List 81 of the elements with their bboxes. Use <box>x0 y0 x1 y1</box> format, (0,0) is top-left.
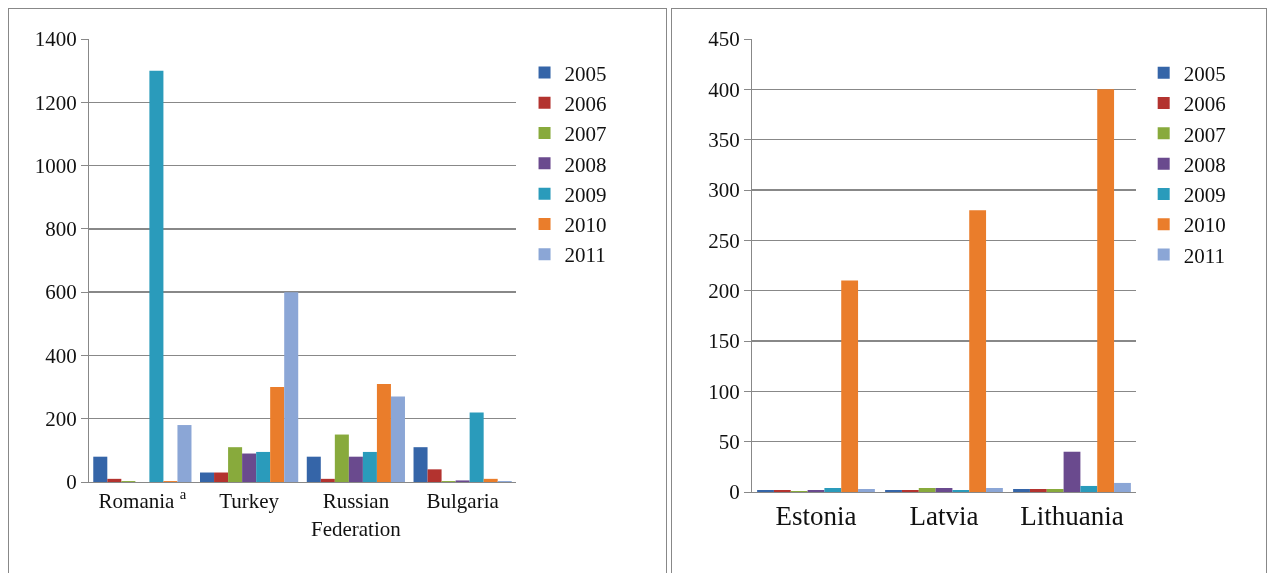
bar <box>807 489 825 492</box>
bar <box>306 456 321 482</box>
x-tick-label: Russian Federation <box>310 489 402 541</box>
y-tick-label: 400 <box>45 343 77 368</box>
bar <box>390 396 405 482</box>
bar <box>348 456 363 482</box>
legend-label: 2008 <box>564 152 607 177</box>
y-tick-label: 100 <box>708 379 740 404</box>
bar <box>413 447 428 482</box>
bar <box>376 383 391 482</box>
y-tick-label: 200 <box>45 407 77 432</box>
x-tick-label: Romania $^{a}$ <box>98 486 187 514</box>
y-tick-label: 1400 <box>34 27 77 52</box>
bar <box>200 472 215 482</box>
bar <box>256 451 271 482</box>
bar <box>969 210 987 492</box>
bar <box>320 478 335 482</box>
legend-label: 2006 <box>1183 92 1226 117</box>
bar <box>952 489 970 492</box>
x-tick-label: Latvia <box>909 501 979 532</box>
bar <box>469 412 484 482</box>
y-tick-label: 1200 <box>34 90 77 115</box>
x-tick-label: Bulgaria <box>426 489 500 514</box>
legend-label: 2006 <box>564 91 607 116</box>
bar <box>901 489 919 492</box>
bar <box>858 488 875 492</box>
bar <box>986 487 1003 492</box>
bar <box>334 434 349 482</box>
legend-label: 2010 <box>1183 213 1226 238</box>
y-tick-label: 250 <box>708 228 740 253</box>
bar <box>757 489 774 492</box>
bar <box>427 469 442 482</box>
bar <box>824 487 842 492</box>
y-tick-label: 0 <box>729 480 740 505</box>
bar <box>1046 488 1064 492</box>
bar <box>107 478 122 482</box>
bar <box>1114 482 1131 492</box>
y-tick-label: 800 <box>45 217 77 242</box>
bar <box>228 447 243 482</box>
bar <box>483 478 498 482</box>
bar <box>1063 451 1081 492</box>
legend-label: 2009 <box>564 182 607 207</box>
bar <box>284 292 299 482</box>
bar <box>270 387 285 482</box>
legend-label: 2007 <box>1183 122 1226 147</box>
legend-label: 2009 <box>1183 183 1226 208</box>
y-tick-label: 350 <box>708 128 740 153</box>
bar <box>177 425 192 482</box>
x-tick-label: Lithuania <box>1020 501 1124 532</box>
bar <box>1080 485 1098 492</box>
bar <box>149 70 164 482</box>
legend-label: 2010 <box>564 213 607 238</box>
legend-label: 2007 <box>564 122 607 147</box>
bar <box>1013 488 1030 492</box>
bar <box>1097 89 1115 492</box>
y-tick-label: 400 <box>708 77 740 102</box>
x-tick-label: Turkey <box>219 489 280 514</box>
bar <box>214 472 229 482</box>
legend-label: 2005 <box>1183 61 1226 86</box>
x-tick-label: Estonia <box>775 501 857 532</box>
y-tick-label: 0 <box>66 470 77 495</box>
y-tick-label: 600 <box>45 280 77 305</box>
y-tick-label: 1000 <box>34 153 77 178</box>
y-tick-label: 200 <box>708 279 740 304</box>
bar <box>918 487 936 492</box>
bar <box>935 487 953 492</box>
bar <box>242 453 257 482</box>
bar <box>93 456 108 482</box>
bar <box>1029 488 1047 492</box>
y-tick-label: 450 <box>708 27 740 52</box>
bar <box>362 451 377 482</box>
legend-label: 2011 <box>564 243 606 268</box>
bar <box>885 489 902 492</box>
legend-label: 2005 <box>564 61 607 86</box>
y-tick-label: 150 <box>708 329 740 354</box>
legend-label: 2008 <box>1183 152 1226 177</box>
bar <box>773 489 791 492</box>
legend-label: 2011 <box>1183 243 1225 268</box>
y-tick-label: 50 <box>718 430 740 455</box>
y-tick-label: 300 <box>708 178 740 203</box>
bar <box>841 280 859 492</box>
